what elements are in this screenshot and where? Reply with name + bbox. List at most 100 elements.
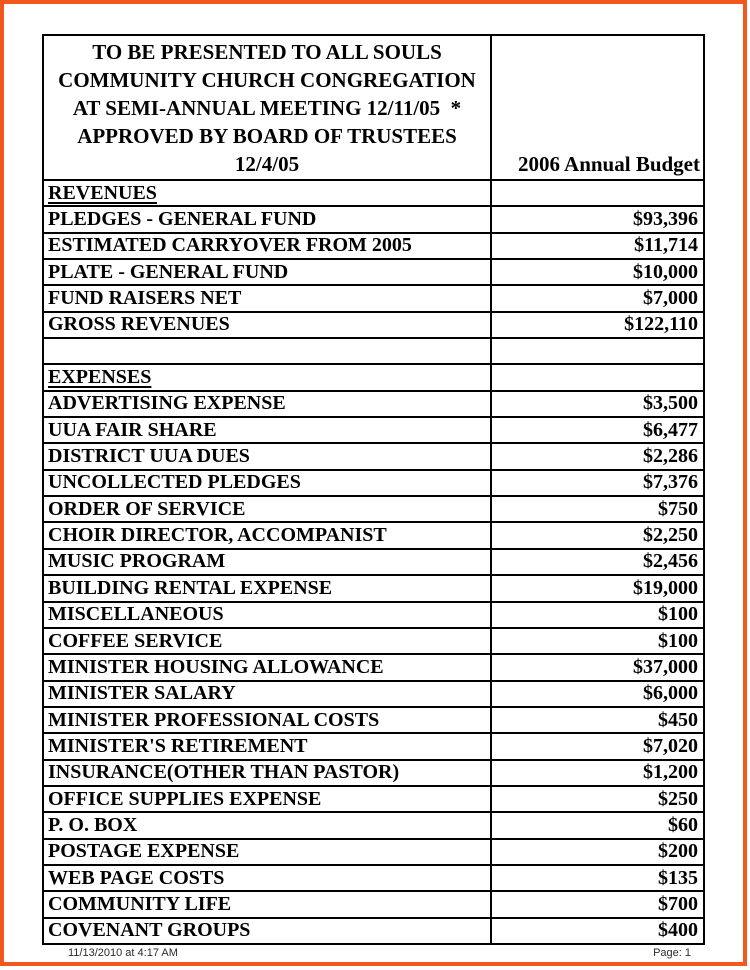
row-label: COVENANT GROUPS	[44, 918, 492, 943]
row-amount: $60	[668, 813, 698, 836]
table-row: GROSS REVENUES $122,110	[44, 310, 703, 338]
title-line: TO BE PRESENTED TO ALL SOULS	[92, 39, 442, 64]
row-label: MINISTER PROFESSIONAL COSTS	[44, 707, 492, 733]
row-amount: $7,020	[643, 734, 698, 757]
row-amount: $700	[658, 892, 698, 915]
row-amount: $2,456	[643, 550, 698, 573]
budget-table: TO BE PRESENTED TO ALL SOULS COMMUNITY C…	[42, 34, 705, 945]
row-label	[44, 339, 492, 364]
row-label: UUA FAIR SHARE	[44, 418, 492, 443]
table-row: ESTIMATED CARRYOVER FROM 2005 $11,714	[44, 231, 703, 259]
table-row: DISTRICT UUA DUES $2,286	[44, 442, 703, 469]
row-amount: $1,200	[643, 761, 698, 784]
row-amount: $100	[658, 603, 698, 626]
row-amount	[492, 181, 703, 205]
table-title: TO BE PRESENTED TO ALL SOULS COMMUNITY C…	[44, 36, 492, 179]
table-row: INSURANCE(OTHER THAN PASTOR) $1,200	[44, 758, 703, 785]
row-label: ORDER OF SERVICE	[44, 497, 492, 522]
row-amount: $450	[658, 708, 698, 731]
row-amount: $250	[658, 787, 698, 810]
table-row: BUILDING RENTAL EXPENSE $19,000	[44, 574, 703, 601]
table-row: MINISTER PROFESSIONAL COSTS $450	[44, 705, 703, 733]
row-label: EXPENSES	[44, 365, 492, 390]
row-amount: $6,477	[643, 418, 698, 441]
row-amount: $750	[658, 497, 698, 520]
table-header-row: TO BE PRESENTED TO ALL SOULS COMMUNITY C…	[44, 36, 703, 179]
row-amount: $2,250	[643, 524, 698, 547]
table-row: CHOIR DIRECTOR, ACCOMPANIST $2,250	[44, 521, 703, 548]
row-label: INSURANCE(OTHER THAN PASTOR)	[44, 760, 492, 785]
row-amount: $3,500	[643, 392, 698, 415]
row-amount: $19,000	[633, 576, 698, 599]
footer-timestamp: 11/13/2010 at 4:17 AM	[68, 947, 178, 959]
row-amount	[492, 365, 703, 389]
row-label: OFFICE SUPPLIES EXPENSE	[44, 786, 492, 812]
row-label: POSTAGE EXPENSE	[44, 839, 492, 864]
row-amount: $10,000	[633, 260, 698, 283]
table-row: COMMUNITY LIFE $700	[44, 890, 703, 917]
row-amount: $122,110	[624, 313, 698, 336]
table-row: WEB PAGE COSTS $135	[44, 863, 703, 891]
footer: 11/13/2010 at 4:17 AM Page: 1	[42, 947, 705, 959]
row-label: ESTIMATED CARRYOVER FROM 2005	[44, 233, 492, 259]
table-row: PLATE - GENERAL FUND $10,000	[44, 258, 703, 285]
table-row: P. O. BOX $60	[44, 811, 703, 838]
title-line: AT SEMI-ANNUAL MEETING 12/11/05 *	[72, 95, 462, 120]
row-amount: $93,396	[633, 208, 698, 231]
row-amount: $6,000	[643, 682, 698, 705]
table-row: MISCELLANEOUS $100	[44, 600, 703, 627]
title-line: COMMUNITY CHURCH CONGREGATION	[58, 67, 476, 92]
title-line: 12/4/05	[234, 151, 300, 176]
row-label: CHOIR DIRECTOR, ACCOMPANIST	[44, 523, 492, 548]
row-label: MINISTER HOUSING ALLOWANCE	[44, 655, 492, 680]
table-row: ORDER OF SERVICE $750	[44, 495, 703, 522]
table-row	[44, 337, 703, 364]
row-label: MISCELLANEOUS	[44, 602, 492, 627]
table-row: MINISTER HOUSING ALLOWANCE $37,000	[44, 653, 703, 680]
budget-column-header: 2006 Annual Budget	[517, 152, 700, 176]
row-amount: $11,714	[634, 234, 698, 257]
title-line: APPROVED BY BOARD OF TRUSTEES	[77, 123, 457, 148]
row-label: DISTRICT UUA DUES	[44, 444, 492, 469]
row-label: MINISTER SALARY	[44, 681, 492, 706]
row-amount	[492, 339, 703, 363]
table-row: PLEDGES - GENERAL FUND $93,396	[44, 205, 703, 232]
row-label: COFFEE SERVICE	[44, 628, 492, 654]
row-label: WEB PAGE COSTS	[44, 865, 492, 891]
row-label: BUILDING RENTAL EXPENSE	[44, 576, 492, 601]
table-row: MINISTER'S RETIREMENT $7,020	[44, 732, 703, 759]
row-label: COMMUNITY LIFE	[44, 892, 492, 917]
row-amount: $2,286	[643, 445, 698, 468]
row-amount: $7,000	[643, 287, 698, 310]
row-amount: $7,376	[643, 471, 698, 494]
row-label: ADVERTISING EXPENSE	[44, 391, 492, 417]
table-row: FUND RAISERS NET $7,000	[44, 284, 703, 311]
table-row: COVENANT GROUPS $400	[44, 916, 703, 943]
row-label: P. O. BOX	[44, 813, 492, 838]
row-amount: $100	[658, 629, 698, 652]
table-row: MINISTER SALARY $6,000	[44, 679, 703, 706]
table-row: REVENUES	[44, 179, 703, 206]
table-row: MUSIC PROGRAM $2,456	[44, 547, 703, 575]
row-label: PLATE - GENERAL FUND	[44, 260, 492, 285]
table-row: EXPENSES	[44, 363, 703, 390]
table-row: OFFICE SUPPLIES EXPENSE $250	[44, 784, 703, 812]
row-label: GROSS REVENUES	[44, 312, 492, 338]
row-label: FUND RAISERS NET	[44, 286, 492, 311]
table-row: COFFEE SERVICE $100	[44, 626, 703, 654]
row-amount: $400	[658, 919, 698, 942]
table-row: ADVERTISING EXPENSE $3,500	[44, 389, 703, 417]
row-amount: $200	[658, 840, 698, 863]
table-row: UNCOLLECTED PLEDGES $7,376	[44, 468, 703, 496]
row-amount: $37,000	[633, 655, 698, 678]
row-label: UNCOLLECTED PLEDGES	[44, 470, 492, 496]
footer-page-number: Page: 1	[653, 947, 691, 959]
row-label: REVENUES	[44, 181, 492, 206]
row-amount: $135	[658, 866, 698, 889]
row-label: MUSIC PROGRAM	[44, 549, 492, 575]
row-label: MINISTER'S RETIREMENT	[44, 734, 492, 759]
budget-table-rows: REVENUES PLEDGES - GENERAL FUND $93,396 EST…	[44, 179, 703, 943]
row-label: PLEDGES - GENERAL FUND	[44, 207, 492, 232]
table-row: UUA FAIR SHARE $6,477	[44, 416, 703, 443]
